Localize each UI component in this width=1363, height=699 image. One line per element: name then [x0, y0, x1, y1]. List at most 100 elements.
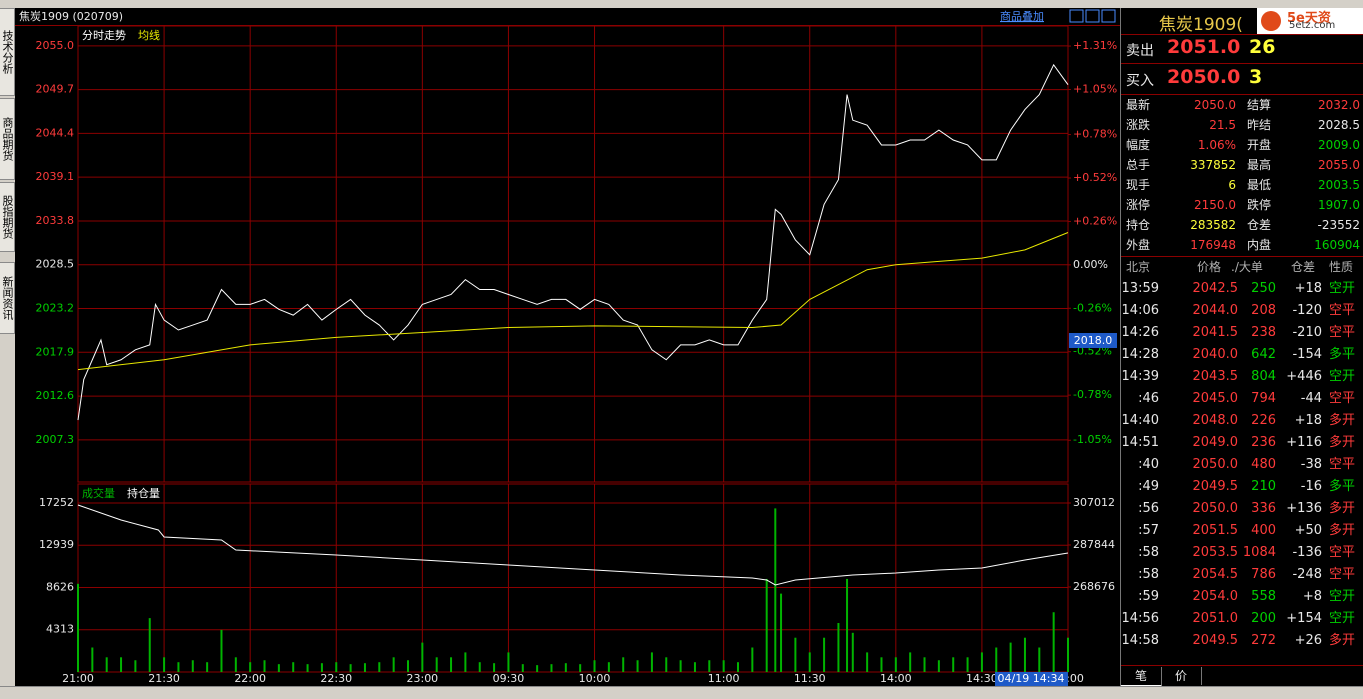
y2-tick-label: +1.05%: [1073, 82, 1117, 95]
field-label: 最新: [1126, 98, 1151, 112]
tick-price: 2044.0: [1192, 303, 1239, 318]
tick-change: +8: [1302, 589, 1322, 604]
tick-nature: 空开: [1329, 369, 1356, 384]
volume-bar: [622, 657, 625, 672]
volume-bar: [478, 662, 481, 672]
tick-volume: 238: [1251, 325, 1276, 340]
field-label: 涨停: [1126, 198, 1151, 212]
y-tick-label: 2033.8: [36, 214, 75, 227]
volume-bar: [851, 632, 854, 672]
sidebar-tab[interactable]: 技术分析: [0, 8, 15, 96]
volume-bar: [234, 657, 237, 672]
tick-volume: 558: [1251, 589, 1276, 604]
tick-price: 2050.0: [1192, 457, 1239, 472]
volume-bar: [909, 652, 912, 672]
tick-price: 2041.5: [1192, 325, 1239, 340]
bottom-tab[interactable]: 笔: [1121, 667, 1162, 687]
status-bar: [0, 686, 1363, 699]
field-value: 21.5: [1209, 118, 1236, 132]
sidebar-tab[interactable]: 股指期货: [0, 182, 15, 252]
tick-nature: 空开: [1329, 611, 1356, 626]
volume-bar: [665, 657, 668, 672]
tick-time: 14:28: [1121, 347, 1159, 362]
y2-tick-label: -0.78%: [1073, 388, 1112, 401]
tick-volume: 200: [1251, 611, 1276, 626]
field-label: 最低: [1247, 178, 1272, 192]
nav-buttons[interactable]: [1069, 9, 1116, 23]
nav-button[interactable]: [1085, 9, 1100, 23]
tick-change: -154: [1292, 347, 1322, 362]
tick-change: +18: [1294, 281, 1322, 296]
nav-button[interactable]: [1069, 9, 1084, 23]
brand-name: 5e天资: [1287, 11, 1331, 26]
bottom-tab[interactable]: 价: [1161, 667, 1202, 685]
tick-row: 14:40 2048.0 226 +18 多开: [1121, 410, 1363, 432]
field-label: 持仓: [1126, 218, 1151, 232]
x-tick-label: 14:00: [880, 672, 912, 685]
tick-time: 14:51: [1121, 435, 1159, 450]
tick-time: :49: [1138, 479, 1159, 494]
tick-row: :46 2045.0 794 -44 空平: [1121, 388, 1363, 410]
volume-bar: [120, 657, 123, 672]
cursor-time: 04/19 14:34: [998, 672, 1065, 685]
tick-price: 2049.0: [1192, 435, 1239, 450]
volume-bar: [277, 664, 280, 672]
tick-row: 13:59 2042.5 250 +18 空开: [1121, 278, 1363, 300]
volume-bar: [607, 662, 610, 672]
legend-label: 成交量: [82, 486, 115, 500]
tick-time: 14:06: [1121, 303, 1159, 318]
brand-logo: 5e天资 5etz.com: [1257, 8, 1363, 34]
y-tick-label: 2017.9: [36, 345, 75, 358]
field-value: 1.06%: [1197, 138, 1236, 152]
tick-row: 14:51 2049.0 236 +116 多开: [1121, 432, 1363, 454]
tick-time: 14:40: [1121, 413, 1159, 428]
tick-row: :57 2051.5 400 +50 多开: [1121, 520, 1363, 542]
volume-bar: [880, 657, 883, 672]
volume-bar: [1009, 642, 1012, 672]
volume-bar: [679, 660, 682, 672]
brand-site: 5etz.com: [1289, 20, 1336, 31]
bid-label: 买入: [1126, 73, 1154, 89]
field-label: 总手: [1126, 158, 1151, 172]
volume-bar: [493, 663, 496, 672]
field-label: 内盘: [1247, 238, 1272, 252]
nav-button[interactable]: [1101, 9, 1116, 23]
chart-header-title: 焦炭1909 (020709): [19, 10, 123, 23]
tick-price: 2051.5: [1192, 523, 1239, 538]
volume-bar: [507, 652, 510, 672]
sidebar-tab[interactable]: 新闻资讯: [0, 262, 15, 334]
x-tick-label: 11:30: [794, 672, 826, 685]
legend-label: 均线: [138, 28, 160, 42]
volume-bar: [421, 642, 424, 672]
y-tick-label: 12939: [39, 538, 74, 551]
volume-bar: [363, 663, 366, 672]
sidebar-tab[interactable]: 商品期货: [0, 98, 15, 180]
tick-volume: 208: [1251, 303, 1276, 318]
y2-tick-label: 268676: [1073, 580, 1115, 593]
y-tick-label: 2049.7: [36, 83, 75, 96]
series-line: [77, 504, 1069, 586]
volume-bar: [980, 652, 983, 672]
overlay-button[interactable]: 商品叠加: [1000, 9, 1044, 23]
x-tick-label: 14:30: [966, 672, 998, 685]
tick-volume: 226: [1251, 413, 1276, 428]
tick-row: :58 2054.5 786 -248 空平: [1121, 564, 1363, 586]
volume-bar: [794, 637, 797, 672]
volume-bar: [148, 618, 151, 672]
volume-bar: [91, 647, 94, 672]
tick-volume: 272: [1251, 633, 1276, 648]
tick-nature: 多开: [1329, 523, 1356, 538]
tick-price: 2049.5: [1192, 479, 1239, 494]
field-row: 外盘 176948 内盘 160904: [1121, 235, 1363, 255]
bid-volume: 3: [1249, 66, 1263, 88]
tick-nature: 多开: [1329, 413, 1356, 428]
field-value: 2028.5: [1318, 118, 1360, 132]
volume-bar: [693, 662, 696, 672]
y-tick-label: 17252: [39, 496, 74, 509]
field-label: 涨跌: [1126, 118, 1151, 132]
volume-bar: [995, 647, 998, 672]
volume-bar: [837, 623, 840, 672]
tick-volume: 250: [1251, 281, 1276, 296]
field-row: 涨停 2150.0 跌停 1907.0: [1121, 195, 1363, 215]
tick-change: +18: [1294, 413, 1322, 428]
